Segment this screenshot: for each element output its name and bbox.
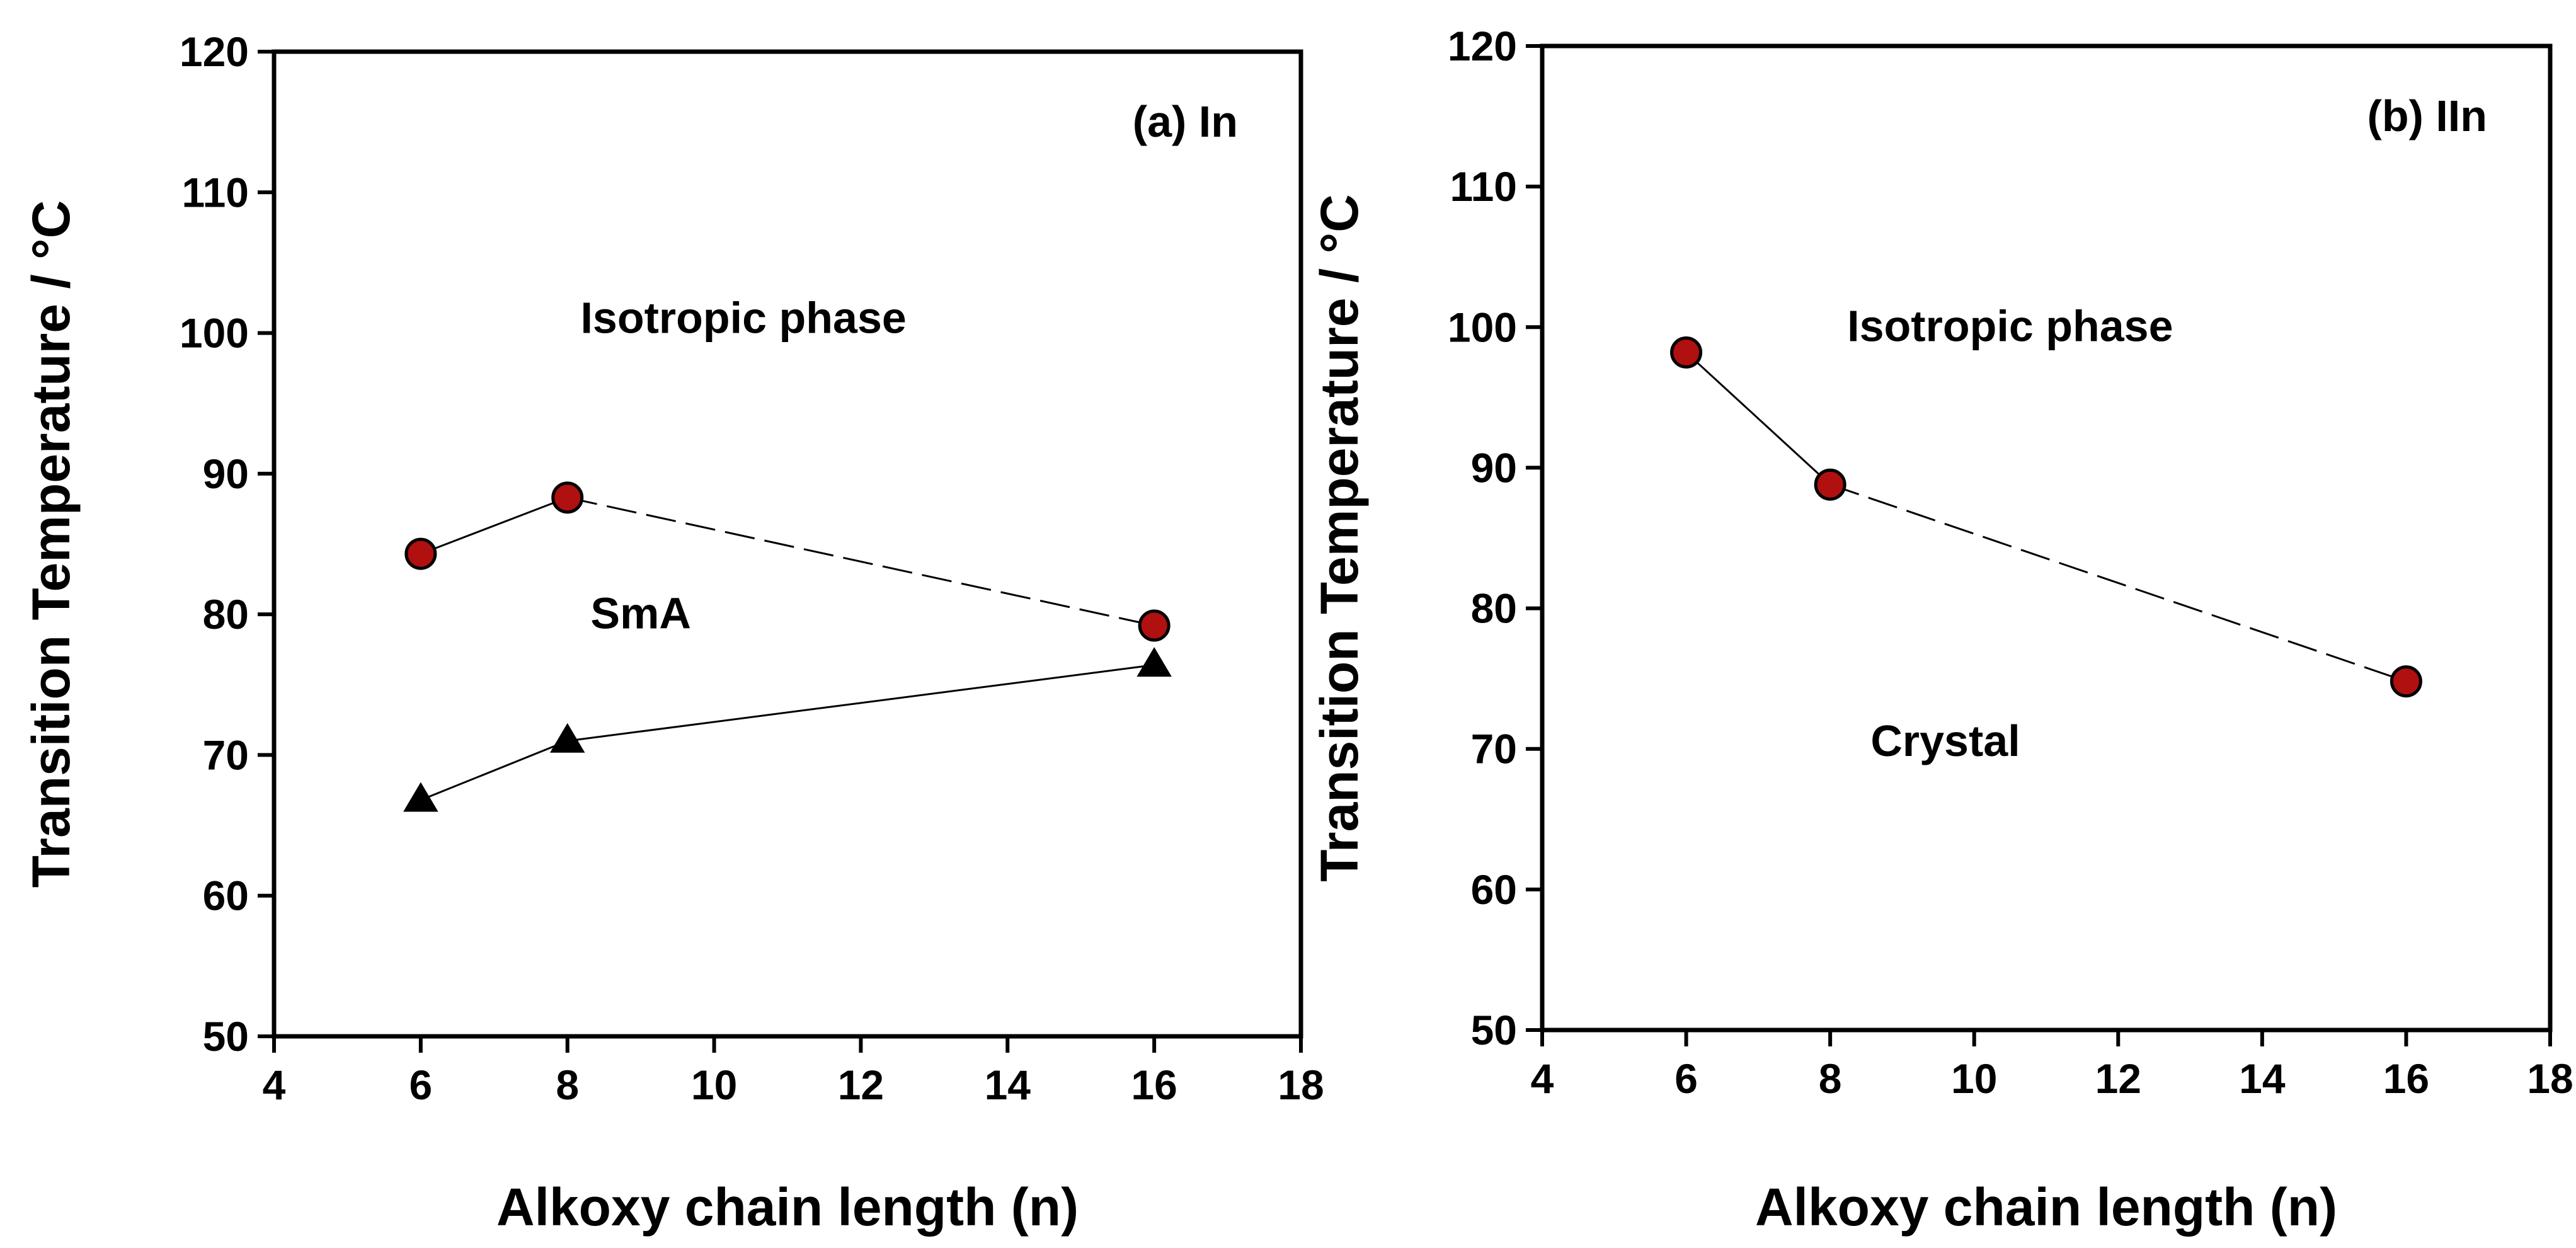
x-tick-label: 10 [691,1062,737,1108]
x-tick-label: 14 [985,1062,1031,1108]
y-tick-label: 80 [1471,585,1517,632]
data-point-triangle [549,723,585,753]
y-tick-label: 80 [203,591,249,638]
series-clearing [1670,336,2422,698]
region-label: Crystal [1870,716,2020,765]
y-tick-label: 70 [203,731,249,778]
panel-label: (b) IIn [2367,91,2487,140]
data-point-circle [1814,468,1846,501]
y-tick-label: 120 [180,28,249,75]
x-tick-label: 6 [409,1062,432,1108]
series-line-segment [1829,483,2407,683]
plot-frame [1540,43,2553,1033]
series-melting [403,647,1172,812]
x-axis-title: Alkoxy chain length (n) [496,1177,1079,1237]
chart-panel-a: 4 6 8 10 12 14 16 18 50 60 70 80 90 100 110 120 Alkoxy c… [21,28,1324,1237]
y-tick-label: 60 [203,873,249,919]
x-tick-label: 8 [1819,1055,1842,1102]
y-tick-label: 50 [1471,1007,1517,1053]
series-clearing [404,481,1171,642]
y-tick-label: 60 [1471,866,1517,913]
data-point-circle [404,537,437,570]
x-tick-label: 16 [2383,1055,2429,1102]
data-point-circle [2390,665,2422,698]
y-tick-label: 110 [182,169,249,215]
x-tick-label: 6 [1674,1055,1698,1102]
plot-frame [272,49,1303,1039]
data-point-circle [1138,609,1171,642]
x-tick-label: 12 [2095,1055,2141,1102]
x-tick-label: 10 [1951,1055,1997,1102]
data-point-circle [551,481,584,514]
x-tick-label: 16 [1131,1062,1177,1108]
x-axis-title: Alkoxy chain length (n) [1755,1177,2337,1237]
y-axis-title: Transition Temperature / °C [1310,194,1369,882]
data-point-circle [1670,336,1703,369]
y-tick-label: 90 [203,450,249,497]
x-tick-label: 18 [2527,1055,2573,1102]
series-line-segment [420,740,568,801]
data-point-triangle [403,782,438,812]
y-tick-label: 50 [203,1013,249,1060]
x-tick-label: 18 [1278,1062,1324,1108]
x-tick-label: 4 [263,1062,286,1108]
x-tick-label: 12 [838,1062,884,1108]
x-tick-label: 8 [556,1062,579,1108]
data-point-triangle [1136,647,1172,677]
y-tick-label: 90 [1471,444,1517,491]
x-tick-label: 14 [2239,1055,2286,1102]
region-label: Isotropic phase [580,294,906,343]
series-line-segment [1685,352,1831,486]
y-tick-label: 70 [1471,726,1517,772]
chart-panel-b: 4 6 8 10 12 14 16 18 50 60 70 80 90 100 110 120 Alkoxy c… [1310,23,2573,1237]
y-axis-title: Transition Temperature / °C [21,200,81,888]
series-line-segment [567,496,1155,627]
series-line-segment [567,664,1155,742]
y-tick-label: 110 [1450,163,1517,210]
region-label: SmA [590,588,690,638]
x-tick-label: 4 [1531,1055,1554,1102]
y-tick-label: 100 [1448,304,1517,350]
y-tick-label: 120 [1448,23,1517,69]
panel-label: (a) In [1133,97,1238,146]
series-line-segment [420,496,568,555]
region-label: Isotropic phase [1847,302,2173,351]
y-tick-label: 100 [180,310,249,357]
